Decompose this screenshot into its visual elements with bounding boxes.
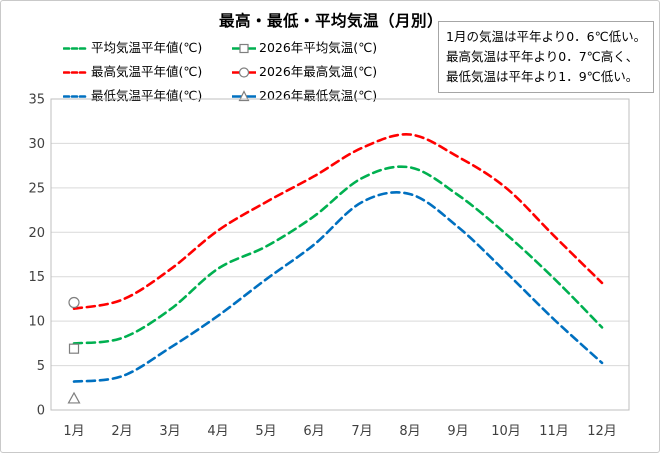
x-axis-tick-label: 5月 xyxy=(255,424,276,439)
x-axis-tick-label: 1月 xyxy=(63,424,84,439)
square-marker-icon xyxy=(231,40,257,53)
x-axis-tick-label: 12月 xyxy=(587,424,617,439)
legend-label: 最高気温平年値(℃) xyxy=(91,63,203,79)
legend-item-average-normal: 平均気温平年値(℃) xyxy=(62,37,231,56)
legend-item-maximum-normal: 最高気温平年値(℃) xyxy=(62,61,231,80)
series-line xyxy=(72,191,604,383)
legend-item-2026-maximum: 2026年最高気温(℃) xyxy=(231,61,421,80)
x-axis-tick-label: 11月 xyxy=(539,424,569,439)
green-dashed-line-icon xyxy=(62,40,90,53)
x-axis-tick-label: 10月 xyxy=(491,424,521,439)
annotation-line-2: 最高気温は平年より0．7℃高く、 xyxy=(446,49,639,64)
red-dashed-line-icon xyxy=(62,64,90,77)
triangle-marker-icon xyxy=(231,88,257,101)
legend-label: 平均気温平年値(℃) xyxy=(91,39,203,55)
plot-border xyxy=(50,98,630,411)
y-axis-tick-label: 25 xyxy=(28,181,45,196)
annotation-line-1: 1月の気温は平年より0．6℃低い。 xyxy=(446,29,647,44)
y-axis-tick-label: 15 xyxy=(28,270,45,285)
blue-dashed-line-icon xyxy=(62,88,90,101)
legend-label: 2026年平均気温(℃) xyxy=(259,39,378,55)
x-axis-tick-label: 6月 xyxy=(303,424,324,439)
annotation-line-3: 最低気温は平年より1．9℃低い。 xyxy=(446,69,639,84)
y-axis-tick-label: 10 xyxy=(28,315,45,330)
annotation-box: 1月の気温は平年より0．6℃低い。 最高気温は平年より0．7℃高く、 最低気温は… xyxy=(438,21,654,93)
legend-label: 2026年最高気温(℃) xyxy=(259,63,378,79)
circle-marker-icon xyxy=(231,64,257,78)
y-axis-tick-label: 20 xyxy=(28,226,45,241)
legend-item-2026-average: 2026年平均気温(℃) xyxy=(231,37,421,56)
y-axis-tick-label: 5 xyxy=(37,359,45,374)
x-axis-tick-label: 2月 xyxy=(111,424,132,439)
series-line xyxy=(72,165,604,345)
x-axis-tick-label: 4月 xyxy=(207,424,228,439)
chart-title: 最高・最低・平均気温（月別） xyxy=(218,12,443,30)
y-axis-tick-label: 0 xyxy=(37,404,45,419)
series-line xyxy=(72,133,604,310)
circle-marker-icon xyxy=(68,296,80,309)
square-marker-icon xyxy=(68,343,80,354)
x-axis-tick-label: 7月 xyxy=(351,424,372,439)
x-axis-tick-label: 3月 xyxy=(159,424,180,439)
chart-legend: 平均気温平年値(℃) 2026年平均気温(℃) 最高気温平年値(℃) 2026年… xyxy=(62,34,421,106)
y-axis-tick-label: 35 xyxy=(28,93,45,108)
y-axis-tick-label: 30 xyxy=(28,137,45,152)
x-axis-tick-label: 9月 xyxy=(447,424,468,439)
x-axis-tick-label: 8月 xyxy=(399,424,420,439)
triangle-marker-icon xyxy=(67,391,81,404)
